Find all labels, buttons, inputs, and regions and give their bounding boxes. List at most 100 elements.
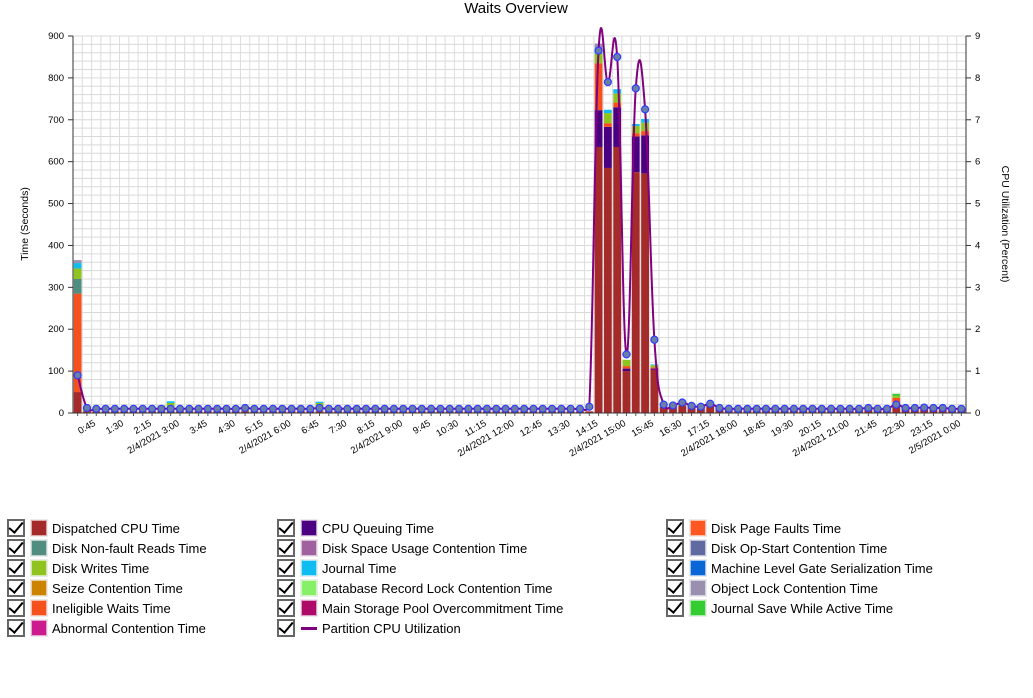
legend-label: Disk Non-fault Reads Time	[52, 540, 207, 556]
cpu-utilization-point	[799, 404, 808, 413]
legend-checkbox[interactable]	[7, 619, 25, 637]
legend-item[interactable]: Ineligible Waits Time	[7, 598, 207, 618]
legend-checkbox[interactable]	[277, 619, 295, 637]
legend-color-swatch	[30, 579, 48, 597]
bar-segment	[678, 405, 687, 413]
bar-segment	[585, 411, 594, 413]
legend-item[interactable]: Journal Save While Active Time	[666, 598, 933, 618]
cpu-utilization-point	[175, 404, 185, 413]
bar-segment	[631, 136, 640, 173]
grid	[72, 35, 967, 414]
x-tick-label: 16:30	[658, 418, 684, 439]
legend-item[interactable]: Disk Writes Time	[7, 558, 207, 578]
cpu-utilization-point	[538, 404, 547, 413]
cpu-utilization-point	[324, 404, 333, 413]
legend-item[interactable]: Dispatched CPU Time	[7, 518, 207, 538]
legend-color-swatch	[300, 599, 318, 617]
legend-label: Partition CPU Utilization	[322, 620, 461, 636]
bar-segment	[73, 260, 82, 264]
legend-checkbox[interactable]	[277, 579, 295, 597]
bar-segment	[594, 110, 603, 148]
bar-segment	[166, 401, 175, 403]
legend-item[interactable]: Main Storage Pool Overcommitment Time	[277, 598, 563, 618]
cpu-utilization-point	[947, 404, 957, 413]
legend-checkbox[interactable]	[666, 559, 684, 577]
x-tick-label: 3:45	[188, 418, 210, 437]
legend-item[interactable]: Disk Page Faults Time	[666, 518, 933, 538]
legend-item[interactable]: Journal Time	[277, 558, 563, 578]
cpu-utilization-point	[520, 404, 529, 413]
legend-color-swatch	[300, 579, 318, 597]
legend-checkbox[interactable]	[666, 519, 684, 537]
legend-label: CPU Queuing Time	[322, 520, 434, 536]
cpu-utilization-point	[361, 404, 371, 413]
legend-checkbox[interactable]	[666, 579, 684, 597]
legend-item[interactable]: Machine Level Gate Serialization Time	[666, 558, 933, 578]
cpu-utilization-point	[715, 403, 724, 413]
legend-checkbox[interactable]	[7, 519, 25, 537]
bar-segment	[315, 401, 324, 403]
legend-checkbox[interactable]	[666, 539, 684, 557]
cpu-utilization-point	[817, 404, 826, 413]
bar-segment	[73, 392, 82, 413]
legend-item[interactable]: CPU Queuing Time	[277, 518, 563, 538]
y2-tick-label: 4	[975, 240, 980, 251]
cpu-utilization-point	[724, 404, 733, 413]
legend-item[interactable]: Object Lock Contention Time	[666, 578, 933, 598]
y2-tick-label: 8	[975, 73, 980, 84]
bar-segment	[892, 395, 901, 398]
legend-item[interactable]: Disk Space Usage Contention Time	[277, 538, 563, 558]
cpu-utilization-point	[436, 404, 445, 413]
cpu-utilization-point	[417, 404, 426, 413]
legend-checkbox[interactable]	[7, 579, 25, 597]
cpu-utilization-point	[687, 401, 696, 410]
x-tick-label: 2/4/2021 6:00	[237, 418, 293, 457]
bar-segment	[892, 393, 901, 396]
legend-checkbox[interactable]	[7, 559, 25, 577]
y2-tick-label: 3	[975, 282, 980, 293]
legend-checkbox[interactable]	[277, 539, 295, 557]
legend-item[interactable]: Disk Non-fault Reads Time	[7, 538, 207, 558]
y-tick-label: 300	[48, 282, 64, 293]
bar-segment	[631, 126, 640, 134]
bar-segment	[73, 268, 82, 279]
y-tick-label: 900	[48, 31, 64, 42]
cpu-utilization-point	[343, 404, 352, 413]
bar-segment	[603, 167, 612, 413]
y-tick-label: 100	[48, 366, 64, 377]
cpu-utilization-point	[771, 404, 780, 413]
cpu-utilization-point	[696, 402, 705, 411]
legend-label: Database Record Lock Contention Time	[322, 580, 553, 596]
legend-checkbox[interactable]	[277, 559, 295, 577]
cpu-utilization-point	[454, 404, 464, 413]
legend-item[interactable]: Disk Op-Start Contention Time	[666, 538, 933, 558]
bar-segment	[641, 173, 649, 413]
cpu-utilization-point	[780, 404, 789, 413]
cpu-utilization-point	[259, 404, 268, 413]
cpu-utilization-point	[101, 404, 110, 413]
legend-label: Dispatched CPU Time	[52, 520, 180, 536]
legend-item[interactable]: Database Record Lock Contention Time	[277, 578, 563, 598]
cpu-utilization-point	[640, 105, 650, 114]
legend-item[interactable]: Seize Contention Time	[7, 578, 207, 598]
cpu-utilization-point	[743, 404, 752, 413]
legend-color-swatch	[30, 539, 48, 557]
cpu-utilization-point	[752, 404, 761, 413]
legend-label: Ineligible Waits Time	[52, 600, 171, 616]
legend-item[interactable]: Abnormal Contention Time	[7, 618, 207, 638]
legend-checkbox[interactable]	[7, 599, 25, 617]
legend-label: Journal Save While Active Time	[711, 600, 894, 616]
cpu-utilization-point	[557, 404, 566, 413]
legend-checkbox[interactable]	[7, 539, 25, 557]
x-tick-label: 18:45	[741, 418, 767, 439]
legend-checkbox[interactable]	[277, 599, 295, 617]
legend-item[interactable]: Partition CPU Utilization	[277, 618, 563, 638]
legend-checkbox[interactable]	[666, 599, 684, 617]
x-tick-label: 12:45	[518, 418, 544, 439]
cpu-utilization-point	[203, 404, 212, 413]
bar-segment	[83, 411, 91, 413]
legend-checkbox[interactable]	[277, 519, 295, 537]
cpu-utilization-point	[845, 404, 854, 413]
legend-line-swatch	[301, 626, 317, 630]
cpu-utilization-point	[510, 404, 519, 413]
